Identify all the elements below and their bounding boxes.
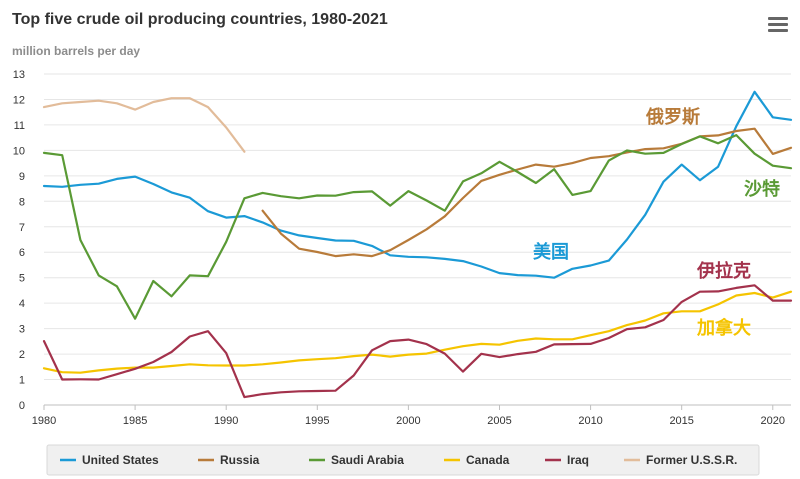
legend-item-united-states[interactable]: United States: [60, 453, 159, 467]
legend-item-iraq[interactable]: Iraq: [545, 453, 589, 467]
y-tick-label: 10: [13, 145, 25, 157]
annotation-iraq: 伊拉克: [696, 260, 751, 282]
y-tick-label: 4: [19, 298, 25, 310]
menu-button[interactable]: [760, 8, 796, 44]
chart-title: Top five crude oil producing countries, …: [12, 11, 388, 28]
annotations: 俄罗斯 沙特 美国 伊拉克 加拿大: [533, 106, 780, 339]
y-tick-label: 1: [19, 375, 25, 387]
y-tick-label: 7: [19, 222, 25, 234]
y-tick-label: 5: [19, 273, 25, 285]
x-tick-label: 1995: [305, 415, 329, 427]
hamburger-menu-icon[interactable]: [760, 8, 796, 44]
grid-lines: [44, 73, 791, 406]
x-tick-label: 1985: [123, 415, 147, 427]
legend-label: Former U.S.S.R.: [646, 453, 737, 467]
series-line-united-states: [42, 90, 793, 279]
y-tick-label: 9: [19, 171, 25, 183]
legend-label: Russia: [220, 453, 260, 467]
series-line-iraq: [42, 284, 793, 399]
series-line-saudi-arabia: [42, 134, 793, 320]
x-axis: 1980 1985 1990 1995 2000 2005 2010 2015 2020: [32, 405, 785, 427]
annotation-canada: 加拿大: [696, 317, 751, 339]
x-tick-label: 2005: [487, 415, 511, 427]
series-line-canada: [42, 290, 793, 374]
legend: United States Russia Saudi Arabia Canada Ira…: [46, 444, 760, 476]
y-tick-label: 8: [19, 196, 25, 208]
y-tick-label: 11: [14, 120, 25, 132]
annotation-russia: 俄罗斯: [645, 106, 700, 128]
legend-label: Canada: [466, 453, 510, 467]
annotation-saudi-arabia: 沙特: [744, 178, 780, 200]
y-axis-units: million barrels per day: [12, 44, 140, 58]
x-tick-label: 2020: [761, 415, 785, 427]
y-tick-label: 12: [13, 94, 25, 106]
legend-item-canada[interactable]: Canada: [444, 453, 510, 467]
legend-item-saudi-arabia[interactable]: Saudi Arabia: [309, 453, 404, 467]
x-tick-label: 1990: [214, 415, 238, 427]
legend-box: [46, 444, 760, 476]
x-tick-label: 2000: [396, 415, 420, 427]
legend-label: Iraq: [567, 453, 589, 467]
series-line-russia: [261, 127, 793, 258]
y-tick-label: 6: [19, 247, 25, 259]
series-lines: [42, 90, 793, 399]
legend-label: United States: [82, 453, 159, 467]
series-line-former-u-s-s-r: [42, 97, 246, 153]
y-tick-label: 3: [19, 324, 25, 336]
y-tick-label: 0: [19, 400, 25, 412]
x-tick-label: 2015: [669, 415, 693, 427]
annotation-united-states: 美国: [533, 241, 569, 263]
legend-label: Saudi Arabia: [331, 453, 404, 467]
legend-item-russia[interactable]: Russia: [198, 453, 260, 467]
y-tick-label: 13: [13, 69, 25, 81]
y-tick-label: 2: [19, 349, 25, 361]
x-tick-label: 2010: [578, 415, 602, 427]
legend-item-former-u-s-s-r[interactable]: Former U.S.S.R.: [624, 453, 737, 467]
x-tick-label: 1980: [32, 415, 56, 427]
